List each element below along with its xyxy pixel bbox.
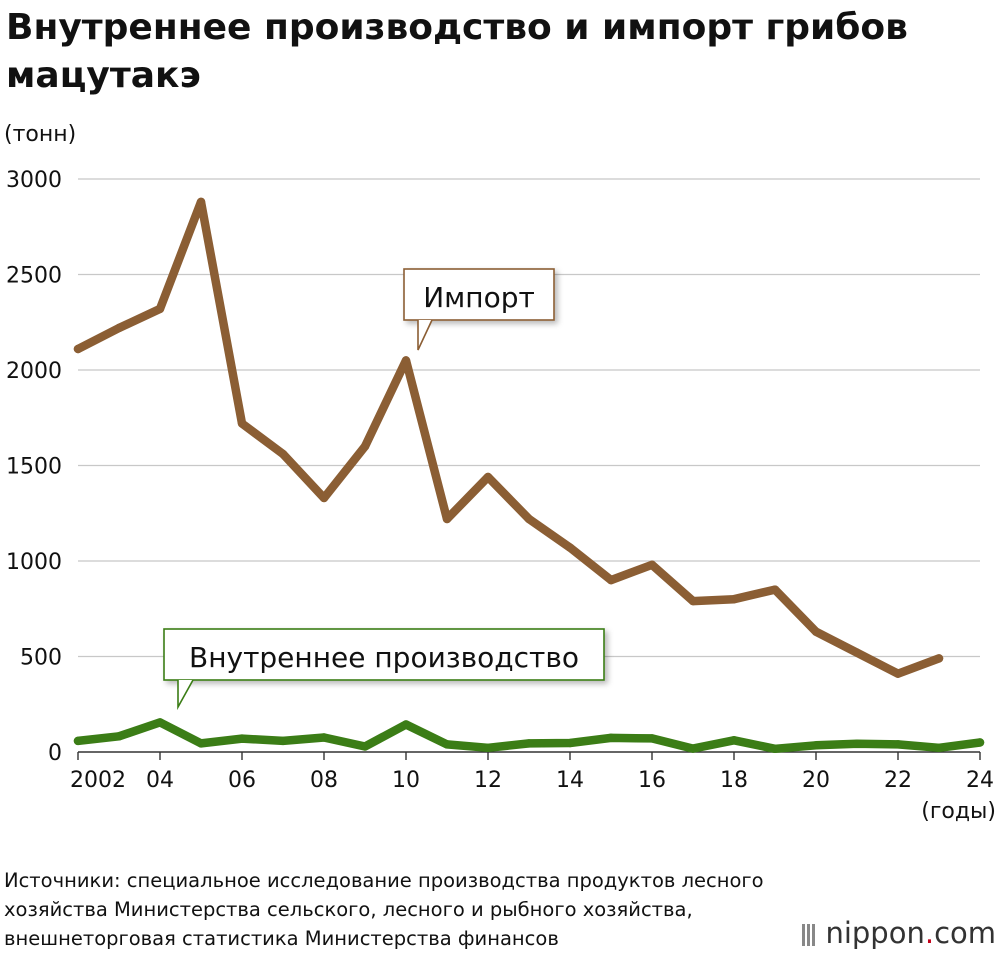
- import-data-point: [647, 560, 657, 570]
- domestic-data-point: [483, 743, 493, 752]
- domestic-data-point: [975, 738, 985, 747]
- domestic-data-point: [729, 736, 739, 745]
- source-note: Источники: специальное исследование прои…: [4, 869, 764, 950]
- import-data-point: [811, 627, 821, 636]
- x-tick-label: 04: [146, 768, 174, 793]
- domestic-callout: Внутреннее производство: [163, 628, 605, 711]
- domestic-data-point: [811, 741, 821, 750]
- import-data-point: [237, 419, 247, 428]
- domestic-data-point: [155, 718, 165, 727]
- import-data-point: [319, 493, 329, 503]
- domestic-data-point: [606, 733, 616, 743]
- domestic-data-point: [319, 733, 329, 742]
- logo-name: nippon: [825, 916, 925, 950]
- x-tick-label: 24: [966, 768, 994, 793]
- import-callout: Импорт: [403, 268, 555, 351]
- y-tick-label: 3000: [6, 168, 62, 193]
- import-data-point: [442, 514, 452, 524]
- logo-mark-icon: [802, 916, 817, 950]
- import-data-point: [565, 543, 575, 552]
- domestic-callout-pointer-outline: [177, 679, 194, 711]
- x-tick-label: 14: [556, 768, 584, 793]
- chart-title: Внутреннее производство и импорт грибов …: [6, 7, 908, 96]
- x-tick-label: 06: [228, 768, 256, 793]
- import-data-point: [893, 669, 903, 678]
- domestic-data-point: [934, 743, 944, 752]
- domestic-data-point: [893, 740, 903, 749]
- logo-dot: .: [924, 916, 935, 950]
- import-data-point: [483, 472, 493, 482]
- import-data-point: [114, 323, 124, 333]
- domestic-data-point: [770, 744, 780, 753]
- y-tick-label: 500: [20, 646, 62, 671]
- domestic-data-point: [852, 739, 862, 748]
- x-tick-label: 22: [884, 768, 912, 793]
- logo-tld: com: [934, 916, 996, 950]
- domestic-data-point: [360, 742, 370, 751]
- x-tick-label: 18: [720, 768, 748, 793]
- domestic-data-point: [688, 744, 698, 753]
- import-data-point: [852, 648, 862, 657]
- y-tick-label: 1500: [6, 455, 62, 480]
- x-tick-label: 08: [310, 768, 338, 793]
- domestic-data-point: [73, 736, 83, 746]
- y-tick-label: 1000: [6, 550, 62, 575]
- y-tick-label: 2500: [6, 264, 62, 289]
- domestic-data-point: [196, 739, 206, 748]
- import-data-point: [73, 344, 83, 354]
- domestic-data-point: [114, 732, 124, 741]
- import-callout-label: Импорт: [423, 281, 535, 314]
- domestic-callout-label: Внутреннее производство: [189, 641, 579, 674]
- x-tick-label: 16: [638, 768, 666, 793]
- y-tick-label: 2000: [6, 359, 62, 384]
- y-tick-label: 0: [48, 741, 62, 766]
- x-axis-unit: (годы): [921, 799, 996, 824]
- import-series-line: [73, 197, 944, 678]
- import-data-point: [770, 585, 780, 594]
- import-data-point: [155, 304, 165, 314]
- domestic-data-point: [565, 738, 575, 748]
- y-axis-unit: (тонн): [4, 122, 76, 147]
- import-data-point: [934, 654, 944, 663]
- domestic-data-point: [442, 740, 452, 749]
- line-chart: 0 500 1000 1500 2000 2500 3000 (тонн) 2002 04 06 08…: [4, 122, 996, 824]
- import-callout-box: [403, 268, 555, 321]
- import-data-point: [360, 442, 370, 451]
- domestic-data-point: [401, 720, 411, 729]
- import-data-point: [606, 575, 616, 585]
- domestic-data-point: [237, 734, 247, 743]
- domestic-data-point: [278, 736, 288, 746]
- x-tick-label: 10: [392, 768, 420, 793]
- import-data-point: [729, 595, 739, 604]
- import-data-point: [401, 356, 411, 365]
- import-data-point: [196, 197, 206, 207]
- import-callout-pointer-outline: [417, 319, 433, 351]
- x-tick-label: 2002: [70, 768, 126, 793]
- domestic-data-point: [647, 734, 657, 743]
- import-data-point: [688, 596, 698, 606]
- domestic-callout-box: [163, 628, 605, 681]
- import-data-point: [524, 514, 534, 524]
- import-data-point: [278, 449, 288, 459]
- nippon-logo: nippon. com: [802, 916, 996, 950]
- domestic-data-point: [524, 739, 534, 748]
- x-tick-label: 12: [474, 768, 502, 793]
- x-tick-label: 20: [802, 768, 830, 793]
